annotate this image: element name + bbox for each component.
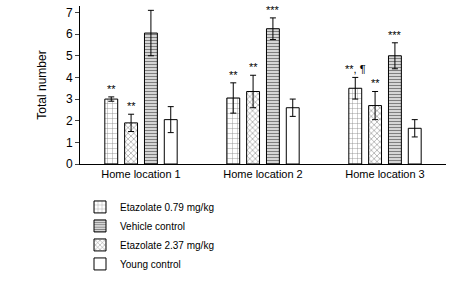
svg-text:Vehicle control: Vehicle control (120, 221, 185, 232)
svg-text:Home location 2: Home location 2 (223, 168, 303, 180)
svg-text:Home location 1: Home location 1 (101, 168, 181, 180)
svg-text:3: 3 (66, 92, 73, 106)
svg-text:0: 0 (66, 157, 73, 171)
svg-text:**: ** (249, 61, 258, 73)
svg-text:***: *** (266, 4, 280, 16)
svg-text:***: *** (388, 29, 402, 41)
svg-text:6: 6 (66, 27, 73, 41)
svg-text:**: ** (107, 83, 116, 95)
svg-text:Etazolate 0.79 mg/kg: Etazolate 0.79 mg/kg (120, 202, 214, 213)
svg-text:**: ** (229, 69, 238, 81)
svg-text:Etazolate 2.37 mg/kg: Etazolate 2.37 mg/kg (120, 240, 214, 251)
svg-text:7: 7 (66, 6, 73, 20)
svg-text:**: ** (127, 100, 136, 112)
svg-text:5: 5 (66, 49, 73, 63)
svg-text:4: 4 (66, 71, 73, 85)
svg-text:Home location 3: Home location 3 (345, 168, 425, 180)
svg-text:2: 2 (66, 114, 73, 128)
svg-text:Total number: Total number (35, 50, 49, 119)
svg-text:Young control: Young control (120, 259, 181, 270)
svg-text:**: ** (371, 77, 380, 89)
svg-text:**, ¶: **, ¶ (345, 63, 366, 75)
svg-text:1: 1 (66, 136, 73, 150)
